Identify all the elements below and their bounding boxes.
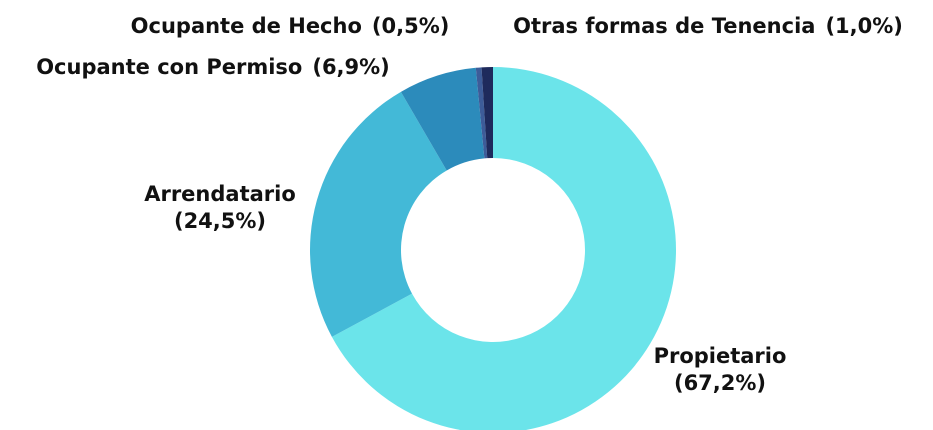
slice	[331, 67, 676, 430]
value-label: (0,5%)	[372, 14, 449, 38]
value-label: (24,5%)	[174, 209, 266, 233]
data-label: Propietario (67,2%)	[654, 344, 787, 395]
category-name: Propietario	[654, 344, 787, 368]
data-label: Ocupante con Permiso (6,9%)	[36, 55, 390, 79]
slice	[481, 67, 493, 159]
slice	[475, 67, 488, 159]
category-name: Ocupante de Hecho	[131, 14, 362, 38]
category-name: Otras formas de Tenencia	[513, 14, 815, 38]
value-label: (6,9%)	[312, 55, 389, 79]
slice	[400, 67, 485, 171]
category-name: Ocupante con Permiso	[36, 55, 302, 79]
data-label: Arrendatario (24,5%)	[144, 182, 296, 233]
category-name: Arrendatario	[144, 182, 296, 206]
slice	[310, 91, 447, 337]
data-label: Ocupante de Hecho (0,5%)	[131, 14, 450, 38]
data-label: Otras formas de Tenencia (1,0%)	[513, 14, 903, 38]
value-label: (67,2%)	[674, 371, 766, 395]
value-label: (1,0%)	[825, 14, 902, 38]
